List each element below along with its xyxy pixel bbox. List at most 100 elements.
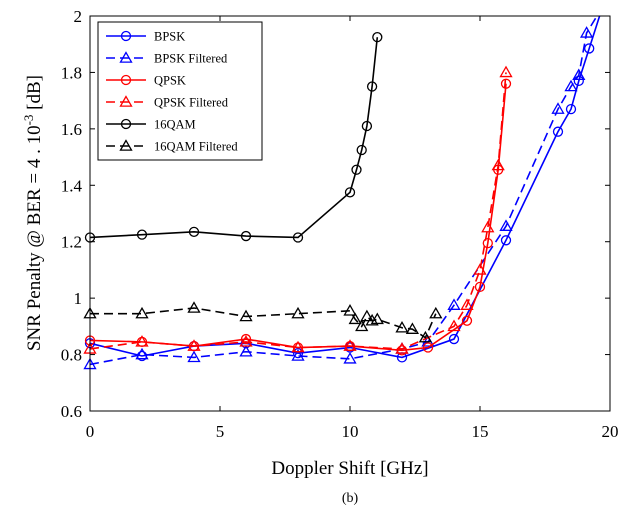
series-line-16qam (89, 37, 379, 239)
data-point-qpsk-filtered (135, 335, 149, 347)
data-point-qpsk-filtered (291, 340, 305, 353)
data-point-16qam-filtered (360, 309, 374, 322)
data-point-bpsk (448, 333, 460, 345)
legend-label: QPSK (154, 74, 186, 88)
y-tick-label: 1.6 (61, 120, 82, 139)
legend-label: BPSK Filtered (154, 52, 228, 66)
data-point-bpsk-filtered (187, 350, 201, 363)
legend-entry-16qam-filtered: 16QAM Filtered (106, 139, 238, 154)
legend-entry-bpsk-filtered: BPSK Filtered (106, 51, 228, 66)
data-point-bpsk (292, 348, 304, 359)
data-point-16qam (351, 164, 362, 175)
data-point-16qam (361, 120, 373, 132)
x-tick-label: 5 (216, 422, 225, 441)
data-point-16qam-filtered (405, 322, 420, 334)
y-tick-label: 1.2 (61, 233, 82, 252)
data-point-16qam (292, 232, 304, 243)
data-point-bpsk-filtered (551, 102, 565, 114)
data-point-bpsk-filtered (343, 351, 357, 364)
data-point-bpsk (500, 235, 512, 246)
y-axis-label: SNR Penalty @ BER = 4 . 10-3 [dB] (21, 75, 45, 351)
legend: BPSK BPSK Filtered QPSK QPSK Filtered 16QAM 1… (97, 21, 263, 161)
x-tick-label: 0 (86, 422, 95, 441)
series-16qam-filtered (83, 301, 443, 343)
y-tick-label: 2 (74, 7, 83, 26)
figure-caption: (b) (342, 491, 359, 506)
data-point-qpsk-filtered (343, 339, 357, 351)
legend-entry-qpsk-filtered: QPSK Filtered (106, 95, 229, 110)
data-point-bpsk-filtered (447, 298, 461, 310)
y-tick-label: 1.4 (61, 176, 83, 195)
x-tick-label: 10 (342, 422, 359, 441)
legend-swatch-marker (120, 74, 132, 86)
data-point-bpsk-filtered (564, 79, 578, 92)
data-point-16qam (366, 81, 378, 92)
data-point-qpsk-filtered (473, 263, 487, 275)
data-point-qpsk-filtered (499, 65, 513, 78)
data-point-qpsk-filtered (491, 158, 505, 171)
data-point-16qam-filtered (291, 306, 305, 319)
data-point-bpsk (565, 103, 577, 115)
legend-label: QPSK Filtered (154, 96, 229, 110)
data-point-16qam-filtered (343, 304, 357, 316)
data-point-16qam-filtered (365, 313, 379, 326)
data-point-qpsk-filtered (447, 319, 461, 332)
legend-swatch-marker (120, 118, 132, 130)
data-point-bpsk-filtered (579, 26, 594, 38)
data-point-qpsk-filtered (460, 298, 474, 310)
x-tick-label: 20 (602, 422, 619, 441)
data-point-bpsk-filtered (239, 344, 253, 357)
legend-label: 16QAM Filtered (154, 140, 238, 154)
y-tick-label: 1.8 (61, 63, 82, 82)
legend-swatch-marker (119, 139, 133, 151)
legend-label: BPSK (154, 30, 185, 44)
data-point-16qam-filtered (187, 301, 201, 313)
x-axis-label: Doppler Shift [GHz] (271, 458, 428, 479)
data-point-qpsk (422, 342, 434, 353)
data-point-bpsk-filtered (572, 68, 586, 81)
data-point-qpsk-filtered (239, 335, 253, 347)
data-point-bpsk (552, 126, 564, 137)
series-layer (83, 15, 601, 370)
legend-swatch-marker (119, 51, 133, 63)
data-point-qpsk-filtered (187, 339, 201, 351)
data-point-bpsk-filtered (291, 349, 305, 361)
data-point-16qam-filtered (355, 319, 369, 332)
legend-entry-16qam: 16QAM (106, 118, 196, 132)
data-point-16qam-filtered (348, 312, 362, 325)
data-point-16qam-filtered (370, 312, 384, 325)
y-tick-label: 1 (74, 289, 83, 308)
legend-entry-qpsk: QPSK (106, 74, 186, 88)
y-axis-label-exponent: -3 (21, 115, 36, 126)
data-point-16qam (356, 144, 367, 156)
series-qpsk-filtered (83, 65, 513, 354)
legend-entry-bpsk: BPSK (106, 30, 185, 44)
data-point-qpsk (482, 237, 493, 249)
data-point-16qam-filtered (135, 306, 149, 319)
data-point-qpsk-filtered (481, 220, 495, 233)
legend-label: 16QAM (154, 118, 196, 132)
data-point-bpsk (584, 43, 595, 54)
y-tick-label: 0.6 (61, 402, 82, 421)
data-point-16qam (372, 32, 383, 43)
series-line-qpsk-filtered (89, 72, 507, 350)
ticks-layer: 0 5 10 15 20 0.6 0.8 1 1.2 1.4 1.6 1.8 2 (61, 7, 619, 441)
legend-swatch-marker (120, 30, 132, 42)
data-point-qpsk (461, 315, 473, 326)
data-point-16qam (240, 230, 252, 242)
data-point-16qam (188, 226, 200, 237)
data-point-qpsk (240, 333, 252, 345)
data-point-16qam-filtered (418, 330, 433, 343)
data-point-16qam-filtered (395, 320, 409, 333)
data-point-qpsk (474, 281, 486, 293)
data-point-bpsk-filtered (135, 347, 149, 360)
y-tick-label: 0.8 (61, 346, 82, 365)
data-point-16qam (344, 187, 356, 198)
data-point-bpsk-filtered (499, 219, 513, 231)
data-point-16qam-filtered (239, 309, 253, 322)
legend-box (97, 21, 263, 161)
data-point-16qam (136, 229, 148, 240)
y-axis-label-unit: [dB] (24, 75, 45, 115)
x-tick-label: 15 (472, 422, 489, 441)
